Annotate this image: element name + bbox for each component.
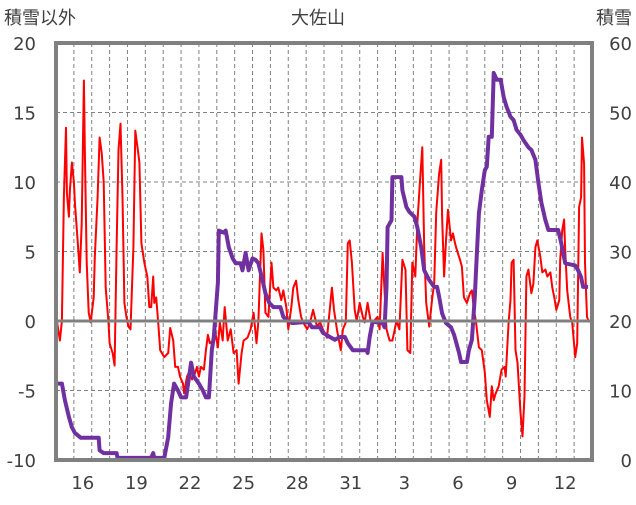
snow-depth-series-line bbox=[56, 70, 589, 460]
left-tick-label: 20 bbox=[13, 34, 36, 55]
right-tick-label: 50 bbox=[609, 104, 632, 125]
left-tick-label: 10 bbox=[13, 173, 36, 194]
right-tick-label: 10 bbox=[609, 382, 632, 403]
x-tick-label: 12 bbox=[554, 473, 577, 494]
x-tick-label: 22 bbox=[179, 473, 202, 494]
x-tick-label: 9 bbox=[506, 473, 517, 494]
left-tick-label: -10 bbox=[7, 451, 36, 472]
right-axis-title: 積雪 bbox=[596, 8, 632, 29]
right-tick-label: 0 bbox=[621, 451, 632, 472]
left-y-ticks: 20 15 10 5 0 -5 -10 bbox=[7, 34, 36, 472]
right-tick-label: 60 bbox=[609, 34, 632, 55]
left-tick-label: 0 bbox=[25, 312, 36, 333]
right-tick-label: 40 bbox=[609, 173, 632, 194]
x-tick-label: 3 bbox=[399, 473, 410, 494]
x-ticks: 16 19 22 25 28 31 3 6 9 12 bbox=[71, 473, 576, 494]
gridlines bbox=[56, 43, 592, 460]
right-tick-label: 30 bbox=[609, 243, 632, 264]
x-tick-label: 6 bbox=[452, 473, 463, 494]
other-series-line bbox=[55, 79, 590, 438]
chart-title: 大佐山 bbox=[291, 8, 345, 29]
left-tick-label: 15 bbox=[13, 104, 36, 125]
plot-frame bbox=[54, 41, 594, 462]
left-axis-title: 積雪以外 bbox=[4, 8, 76, 29]
right-y-ticks: 60 50 40 30 20 10 0 bbox=[609, 34, 632, 472]
x-tick-label: 25 bbox=[232, 473, 255, 494]
series-lines bbox=[55, 70, 590, 460]
x-tick-label: 31 bbox=[339, 473, 362, 494]
x-tick-label: 19 bbox=[125, 473, 148, 494]
x-tick-label: 28 bbox=[286, 473, 309, 494]
right-tick-label: 20 bbox=[609, 312, 632, 333]
left-tick-label: 5 bbox=[25, 243, 36, 264]
x-tick-label: 16 bbox=[71, 473, 94, 494]
left-tick-label: -5 bbox=[18, 382, 36, 403]
